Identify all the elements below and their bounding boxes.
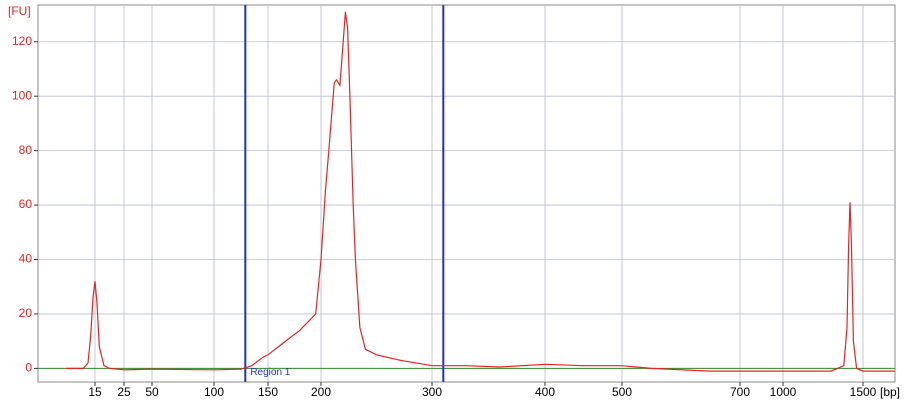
x-tick-label: 200 [311,385,331,399]
x-tick-label: 400 [535,385,555,399]
x-tick-label: 300 [422,385,442,399]
x-tick-label: 50 [145,385,159,399]
x-tick-label: 700 [730,385,750,399]
region-label: Region 1 [250,367,290,378]
y-tick-label: 20 [19,306,33,320]
y-tick-label: 80 [19,143,33,157]
plot-area [37,4,896,383]
x-tick-label: 1500 [850,385,877,399]
x-tick-label: 15 [88,385,102,399]
y-tick-label: 0 [25,361,32,375]
y-tick-label: 60 [19,197,33,211]
x-tick-label: 150 [258,385,278,399]
x-tick-label: 500 [612,385,632,399]
y-tick-label: 40 [19,252,33,266]
x-axis-label: [bp] [880,385,900,399]
y-axis-label: [FU] [8,4,31,18]
y-tick-label: 120 [12,34,32,48]
y-tick-label: 100 [12,88,32,102]
x-tick-label: 25 [117,385,131,399]
trace [66,11,895,372]
x-tick-label: 100 [204,385,224,399]
x-tick-label: 1000 [770,385,797,399]
